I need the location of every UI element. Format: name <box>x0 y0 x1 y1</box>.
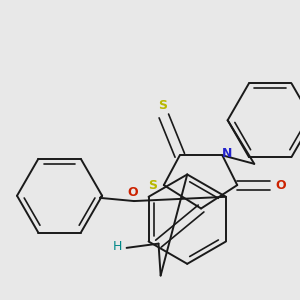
Text: O: O <box>127 186 138 199</box>
Text: N: N <box>222 147 232 160</box>
Text: S: S <box>158 99 167 112</box>
Text: O: O <box>275 178 286 192</box>
Text: S: S <box>148 178 157 192</box>
Text: H: H <box>112 240 122 254</box>
